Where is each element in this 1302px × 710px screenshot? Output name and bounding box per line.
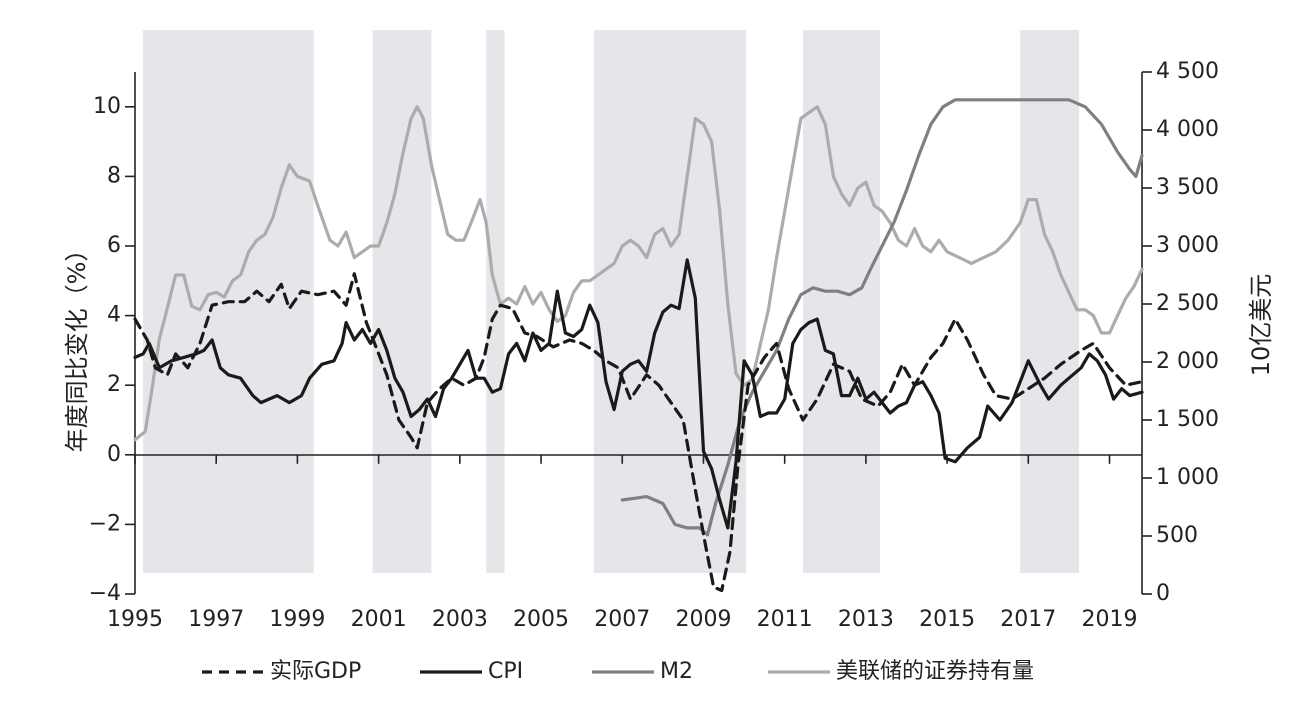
x-tick-label: 2005 — [513, 607, 569, 632]
right-y-tick-label: 3 500 — [1156, 175, 1219, 200]
x-tick-label: 2013 — [838, 607, 894, 632]
left-y-tick-label: 0 — [107, 442, 121, 467]
x-tick-label: 2011 — [757, 607, 813, 632]
legend-label-m2: M2 — [660, 659, 693, 684]
left-axis-title: 年度同比变化（%） — [63, 238, 91, 453]
right-y-tick-label: 500 — [1156, 523, 1198, 548]
recession-band — [486, 30, 505, 573]
right-axis-title: 10亿美元 — [1247, 274, 1275, 377]
recession-band — [802, 30, 881, 573]
legend-label-cpi: CPI — [488, 659, 523, 684]
series-line-fed — [133, 105, 1144, 442]
legend-label-fed: 美联储的证券持有量 — [836, 659, 1034, 684]
legend-label-gdp: 实际GDP — [270, 659, 361, 684]
left-y-tick-label: 8 — [107, 163, 121, 188]
x-tick-label: 2003 — [432, 607, 488, 632]
series-line-m2 — [620, 98, 1144, 537]
left-y-tick-label: −2 — [89, 511, 121, 536]
right-y-tick-label: 4 000 — [1156, 117, 1219, 142]
recession-band — [372, 30, 432, 573]
recession-shading — [143, 30, 1080, 573]
series-line-cpi — [133, 258, 1144, 530]
series-line-gdp — [133, 272, 1144, 593]
x-tick-label: 2001 — [351, 607, 407, 632]
x-tick-label: 2019 — [1082, 607, 1138, 632]
right-y-tick-label: 3 000 — [1156, 233, 1219, 258]
legend: 实际GDP CPI M2 美联储的证券持有量 — [202, 659, 1034, 684]
left-y-tick-label: 4 — [107, 303, 121, 328]
x-tick-label: 2009 — [675, 607, 731, 632]
x-tick-label: 2015 — [919, 607, 975, 632]
right-y-tick-label: 4 500 — [1156, 59, 1219, 84]
left-y-tick-label: 6 — [107, 233, 121, 258]
x-tick-label: 1997 — [188, 607, 244, 632]
right-y-tick-label: 1 000 — [1156, 465, 1219, 490]
left-y-tick-label: −4 — [89, 581, 121, 606]
recession-band — [1020, 30, 1080, 573]
left-y-tick-label: 2 — [107, 372, 121, 397]
x-tick-label: 1999 — [269, 607, 325, 632]
right-y-tick-label: 0 — [1156, 581, 1170, 606]
series — [133, 98, 1144, 593]
x-tick-label: 1995 — [107, 607, 163, 632]
recession-band — [593, 30, 747, 573]
left-y-tick-label: 10 — [93, 94, 121, 119]
right-y-tick-label: 1 500 — [1156, 407, 1219, 432]
x-tick-label: 2007 — [594, 607, 650, 632]
x-tick-label: 2017 — [1000, 607, 1056, 632]
right-y-tick-label: 2 500 — [1156, 291, 1219, 316]
right-y-tick-label: 2 000 — [1156, 349, 1219, 374]
ticks: 10 8 6 4 2 0 −2 −4 4 500 4 000 3 500 3 000 2 500 2 00… — [89, 59, 1219, 632]
